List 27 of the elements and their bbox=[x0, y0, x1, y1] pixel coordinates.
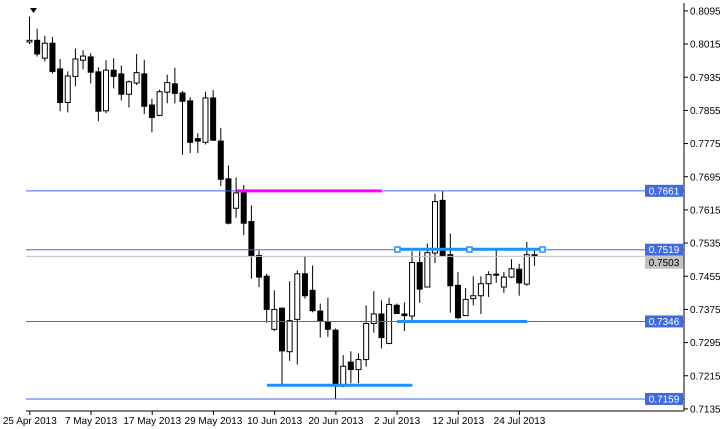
y-tick-label: 0.7375 bbox=[690, 304, 722, 316]
y-tick-label: 0.7615 bbox=[690, 205, 722, 216]
x-tick-label: 7 May 2013 bbox=[64, 416, 118, 428]
y-tick-label: 0.7855 bbox=[690, 106, 722, 117]
y-tick-label: 0.7295 bbox=[690, 338, 722, 350]
y-tick-label: 0.8015 bbox=[690, 40, 722, 51]
ref-line-label: 0.7159 bbox=[648, 394, 680, 406]
y-tick-label: 0.7535 bbox=[690, 238, 722, 250]
y-tick-label: 0.7695 bbox=[690, 172, 722, 184]
y-tick-label: 0.7775 bbox=[690, 139, 722, 150]
x-tick-label: 2 Jul 2013 bbox=[374, 416, 421, 428]
x-tick-label: 12 Jul 2013 bbox=[432, 416, 485, 428]
x-tick-label: 10 Jun 2013 bbox=[247, 416, 303, 428]
y-tick-label: 0.7935 bbox=[690, 72, 722, 84]
ref-line-label: 0.7661 bbox=[648, 186, 680, 198]
x-tick-label: 17 May 2013 bbox=[123, 416, 182, 428]
ref-line-label: 0.7503 bbox=[648, 258, 680, 270]
x-tick-label: 25 Apr 2013 bbox=[2, 416, 58, 428]
x-tick-label: 24 Jul 2013 bbox=[494, 416, 546, 428]
y-tick-label: 0.7135 bbox=[690, 404, 722, 416]
ref-line-label: 0.7519 bbox=[648, 245, 680, 256]
x-tick-label: 29 May 2013 bbox=[184, 416, 243, 428]
ref-line-label: 0.7346 bbox=[648, 316, 680, 328]
y-tick-label: 0.7455 bbox=[690, 272, 722, 283]
x-tick-label: 20 Jun 2013 bbox=[308, 416, 364, 428]
y-tick-label: 0.8095 bbox=[690, 6, 722, 18]
y-tick-label: 0.7215 bbox=[690, 371, 722, 382]
